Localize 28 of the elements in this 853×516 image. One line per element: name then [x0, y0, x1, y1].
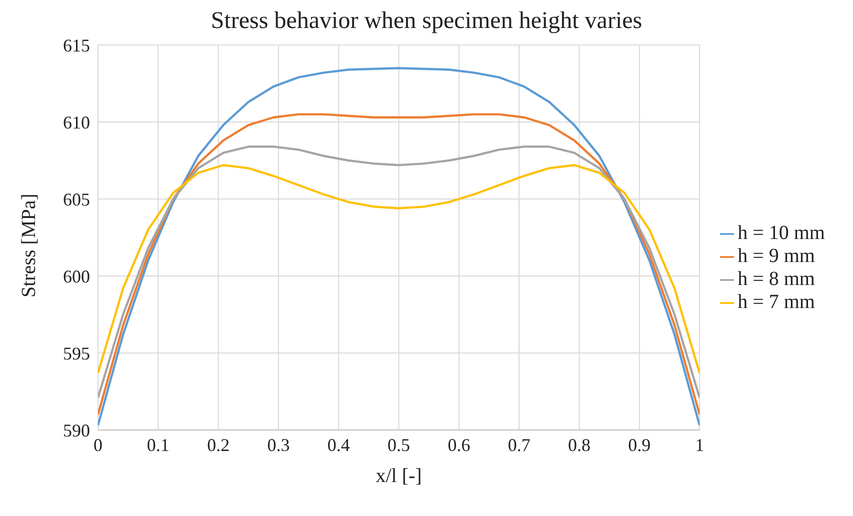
y-tick-label: 605	[63, 189, 90, 210]
y-tick-label: 595	[63, 343, 90, 364]
y-tick-label: 615	[63, 35, 90, 56]
x-tick-label: 0.6	[448, 434, 470, 455]
legend-label: h = 8 mm	[738, 268, 815, 290]
x-tick-label: 1	[695, 434, 704, 455]
y-tick-label: 610	[63, 112, 90, 132]
x-tick-label: 0.2	[207, 434, 230, 455]
x-tick-label: 0.7	[508, 434, 530, 455]
y-axis-title: Stress [MPa]	[18, 194, 40, 298]
y-tick-label: 590	[63, 420, 90, 440]
legend-label: h = 9 mm	[738, 244, 815, 266]
chart-title: Stress behavior when specimen height varies	[210, 8, 644, 35]
x-tick-label: 0.4	[327, 434, 350, 455]
line-series	[98, 113, 700, 416]
x-axis-title: x/l [-]	[376, 465, 422, 487]
x-tick-label: 0.9	[628, 434, 651, 455]
x-tick-label: 0.5	[388, 434, 410, 455]
x-tick-label: 0.3	[267, 434, 290, 455]
x-tick-label: 0	[94, 434, 102, 455]
line-series	[98, 164, 700, 374]
line-series	[98, 146, 700, 399]
x-tick-label: 0.8	[568, 434, 591, 455]
legend-label: h = 7 mm	[738, 290, 815, 312]
y-tick-label: 600	[63, 266, 90, 286]
legend-label: h = 10 mm	[738, 222, 825, 244]
x-tick-label: 0.1	[146, 434, 170, 455]
line-series	[98, 67, 700, 426]
